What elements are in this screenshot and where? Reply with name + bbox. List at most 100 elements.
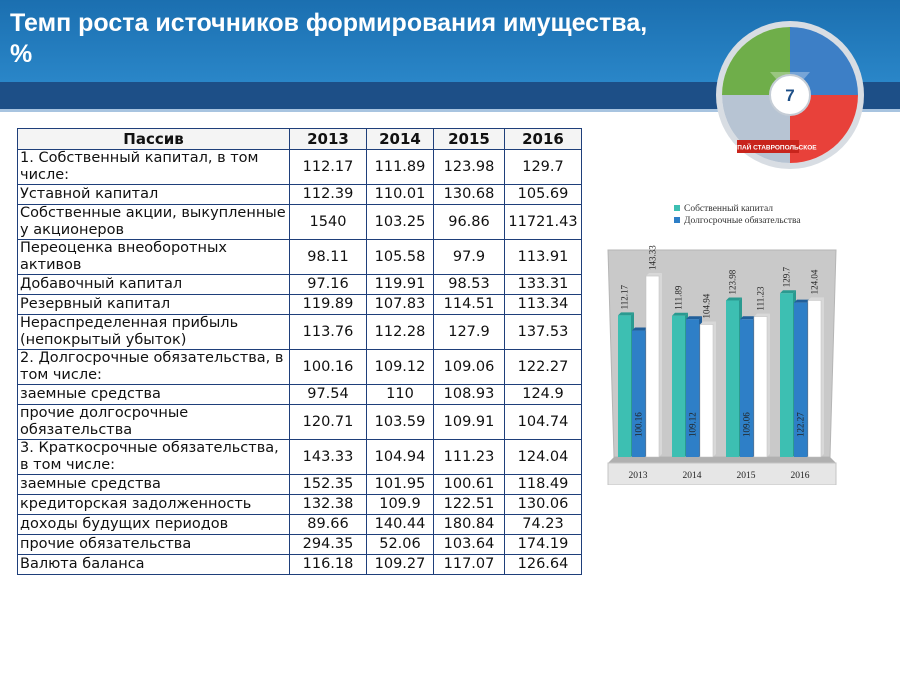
- data-label: 112.17: [620, 284, 630, 309]
- table-row: 2. Долгосрочные обязательства, в том чис…: [17, 349, 582, 385]
- table-row: заемные средства 152.35 101.95 100.61 118.49: [17, 474, 582, 495]
- data-label: 143.33: [648, 245, 658, 270]
- table-row: Переоценка внеоборотных активов 98.11 105.…: [17, 239, 582, 275]
- table-row-label: Собственные акции, выкупленные у акционе…: [17, 204, 290, 240]
- legend-label: Долгосрочные обязательства: [684, 215, 801, 226]
- table-cell-value: 100.61: [433, 474, 505, 495]
- bar: [780, 293, 793, 457]
- table-row-label: Резервный капитал: [17, 294, 290, 315]
- category-tick-label: 2016: [791, 471, 810, 481]
- table-row-label: Нераспределенная прибыль (непокрытый убы…: [17, 314, 290, 350]
- table-cell-value: 110: [366, 384, 434, 405]
- bar-top: [700, 321, 716, 325]
- table-cell-value: 100.16: [289, 349, 367, 385]
- header-strip-line: [0, 109, 900, 112]
- table-cell-value: 111.89: [366, 149, 434, 185]
- table-row-label: прочие долгосрочные обязательства: [17, 404, 290, 440]
- table-cell-value: 174.19: [504, 534, 582, 555]
- bar: [618, 315, 631, 457]
- category-tick-label: 2014: [683, 471, 702, 481]
- table-cell-value: 109.12: [366, 349, 434, 385]
- data-label: 104.94: [702, 293, 712, 318]
- table-cell-value: 294.35: [289, 534, 367, 555]
- table-row: 1. Собственный капитал, в том числе: 112.…: [17, 149, 582, 185]
- table-cell-value: 113.34: [504, 294, 582, 315]
- bar-top: [754, 313, 770, 317]
- table-row: заемные средства 97.54 110 108.93 124.9: [17, 384, 582, 405]
- table-cell-value: 108.93: [433, 384, 505, 405]
- table-cell-value: 113.76: [289, 314, 367, 350]
- table-cell-value: 104.94: [366, 439, 434, 475]
- table-cell-value: 117.07: [433, 554, 505, 575]
- legend-swatch: [674, 205, 680, 211]
- table-cell-value: 112.28: [366, 314, 434, 350]
- category-tick-label: 2013: [629, 471, 648, 481]
- bar: [753, 316, 768, 458]
- table-cell-value: 98.53: [433, 274, 505, 295]
- table-row: прочие долгосрочные обязательства 120.71 1…: [17, 404, 582, 440]
- table-row: Добавочный капитал 97.16 119.91 98.53 133.31: [17, 274, 582, 295]
- table-cell-value: 133.31: [504, 274, 582, 295]
- table-cell-value: 130.68: [433, 184, 505, 205]
- table-cell-value: 126.64: [504, 554, 582, 575]
- table-cell-value: 97.9: [433, 239, 505, 275]
- table-header-row: Пассив 2013 2014 2015 2016: [17, 128, 582, 150]
- data-label: 109.12: [688, 412, 698, 437]
- emblem-quadrant-banner: [790, 95, 858, 163]
- table-row: Уставной капитал 112.39 110.01 130.68 105.69: [17, 184, 582, 205]
- table-header-cell: Пассив: [17, 128, 290, 150]
- table-row-label: Валюта баланса: [17, 554, 290, 575]
- bar-top: [794, 299, 810, 303]
- table-row: Резервный капитал 119.89 107.83 114.51 113.3…: [17, 294, 582, 315]
- data-label: 129.7: [782, 267, 792, 288]
- bar-top: [686, 316, 702, 320]
- table-row: доходы будущих периодов 89.66 140.44 180.84…: [17, 514, 582, 535]
- bar: [632, 330, 645, 457]
- table-cell-value: 116.18: [289, 554, 367, 575]
- data-label: 111.23: [756, 286, 766, 311]
- category-tick-label: 2015: [737, 471, 756, 481]
- bar-top: [740, 316, 756, 320]
- table-cell-value: 111.23: [433, 439, 505, 475]
- table-cell-value: 96.86: [433, 204, 505, 240]
- table-cell-value: 123.98: [433, 149, 505, 185]
- category-axis-band: [607, 462, 837, 485]
- table-cell-value: 109.06: [433, 349, 505, 385]
- table-cell-value: 105.69: [504, 184, 582, 205]
- table-row-label: 1. Собственный капитал, в том числе:: [17, 149, 290, 185]
- emblem-quadrant-buildings: [790, 27, 858, 95]
- bar-top: [672, 312, 688, 316]
- emblem-quadrant-field: [722, 27, 790, 95]
- table-cell-value: 129.7: [504, 149, 582, 185]
- table-cell-value: 122.27: [504, 349, 582, 385]
- table-row-label: кредиторская задолженность: [17, 494, 290, 515]
- table-row: Нераспределенная прибыль (непокрытый убы…: [17, 314, 582, 350]
- data-label: 111.89: [674, 285, 684, 310]
- table-row: Собственные акции, выкупленные у акционе…: [17, 204, 582, 240]
- table-cell-value: 112.39: [289, 184, 367, 205]
- table-cell-value: 105.58: [366, 239, 434, 275]
- emblem-logo: ПОКУПАЙ СТАВРОПОЛЬСКОЕ 7: [716, 21, 864, 169]
- table-cell-value: 114.51: [433, 294, 505, 315]
- data-label: 100.16: [634, 412, 644, 437]
- data-label: 109.06: [742, 412, 752, 437]
- emblem-banner-text: ПОКУПАЙ СТАВРОПОЛЬСКОЕ: [719, 143, 817, 152]
- table-cell-value: 103.64: [433, 534, 505, 555]
- table-cell-value: 52.06: [366, 534, 434, 555]
- bar: [672, 315, 685, 457]
- table-row-label: Переоценка внеоборотных активов: [17, 239, 290, 275]
- table-cell-value: 127.9: [433, 314, 505, 350]
- table-row: Валюта баланса 116.18 109.27 117.07 126.64: [17, 554, 582, 575]
- table-row-label: Добавочный капитал: [17, 274, 290, 295]
- table-cell-value: 101.95: [366, 474, 434, 495]
- bar-top: [632, 327, 648, 331]
- table-cell-value: 104.74: [504, 404, 582, 440]
- table-cell-value: 109.9: [366, 494, 434, 515]
- table-row-label: Уставной капитал: [17, 184, 290, 205]
- table-cell-value: 112.17: [289, 149, 367, 185]
- table-cell-value: 122.51: [433, 494, 505, 515]
- table-row-label: заемные средства: [17, 474, 290, 495]
- bar: [807, 300, 822, 458]
- table-cell-value: 120.71: [289, 404, 367, 440]
- table-cell-value: 152.35: [289, 474, 367, 495]
